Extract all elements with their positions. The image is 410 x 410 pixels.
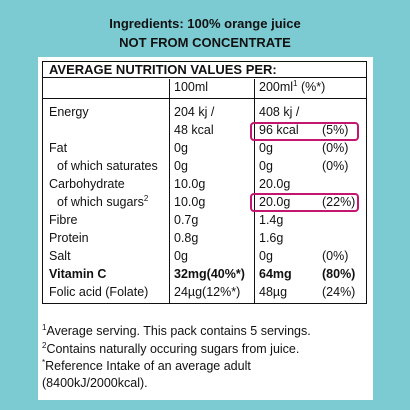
row-value-200ml: 1.4g (259, 213, 284, 227)
row-value-100ml: 32mg(40%*) (174, 267, 245, 281)
row-value-200ml: 0g (259, 159, 273, 173)
row-percent-ri: (5%) (322, 123, 349, 137)
row-percent-ri: (0%) (322, 159, 349, 173)
col-200ml: 200ml1 (%*) (259, 79, 326, 95)
row-percent-ri: (80%) (322, 267, 356, 281)
row-value-100ml: 0g (174, 159, 188, 173)
column-header-row: 100ml 200ml1 (%*) (43, 79, 366, 99)
row-value-100ml: 24µg(12%*) (174, 285, 241, 299)
row-value-100ml: 0.7g (174, 213, 199, 227)
row-label: Fat (49, 141, 68, 155)
nutrition-table: AVERAGE NUTRITION VALUES PER: 100ml 200m… (42, 61, 367, 304)
column-divider-1 (169, 79, 170, 303)
row-value-200ml: 0g (259, 249, 273, 263)
row-percent-ri: (0%) (322, 249, 349, 263)
row-percent-ri: (22%) (322, 195, 356, 209)
row-value-200ml: 20.0g (259, 177, 291, 191)
row-label: Carbohydrate (49, 177, 125, 191)
column-divider-2 (254, 79, 255, 303)
row-value-100ml: 0g (174, 141, 188, 155)
row-label: of which saturates (57, 159, 158, 173)
highlight-sugars (250, 193, 359, 212)
row-value-200ml: 0g (259, 141, 273, 155)
row-value-200ml: 96 kcal (259, 123, 299, 137)
row-label: Salt (49, 249, 71, 263)
row-label: Protein (49, 231, 89, 245)
row-percent-ri: (24%) (322, 285, 356, 299)
row-value-200ml: 20.0g (259, 195, 291, 209)
row-percent-ri: (0%) (322, 141, 349, 155)
table-heading: AVERAGE NUTRITION VALUES PER: (43, 62, 366, 78)
row-label: Fibre (49, 213, 78, 227)
row-value-100ml: 0g (174, 249, 188, 263)
ingredients-line: Ingredients: 100% orange juice (109, 16, 301, 31)
row-value-200ml: 1.6g (259, 231, 284, 245)
row-value-100ml: 0.8g (174, 231, 199, 245)
row-value-200ml: 64mg (259, 267, 292, 281)
col-100ml: 100ml (174, 80, 209, 94)
footnote-1: 1Average serving. This pack contains 5 s… (42, 323, 311, 339)
row-value-200ml: 48µg (259, 285, 288, 299)
row-value-100ml: 48 kcal (174, 123, 214, 137)
row-label: Vitamin C (49, 267, 107, 281)
row-label: Energy (49, 105, 89, 119)
row-value-200ml: 408 kj / (259, 105, 300, 119)
row-label: of which sugars2 (57, 194, 149, 210)
row-value-100ml: 204 kj / (174, 105, 215, 119)
footnote-3: *Reference Intake of an average adult (42, 358, 251, 374)
row-value-100ml: 10.0g (174, 195, 206, 209)
footnote-4: (8400kJ/2000kcal). (42, 376, 148, 390)
row-label: Folic acid (Folate) (49, 285, 149, 299)
highlight-kcal (250, 122, 359, 141)
not-from-concentrate-line: NOT FROM CONCENTRATE (119, 35, 291, 50)
label-card (38, 57, 373, 400)
row-value-100ml: 10.0g (174, 177, 206, 191)
footnote-2: 2Contains naturally occuring sugars from… (42, 341, 300, 357)
